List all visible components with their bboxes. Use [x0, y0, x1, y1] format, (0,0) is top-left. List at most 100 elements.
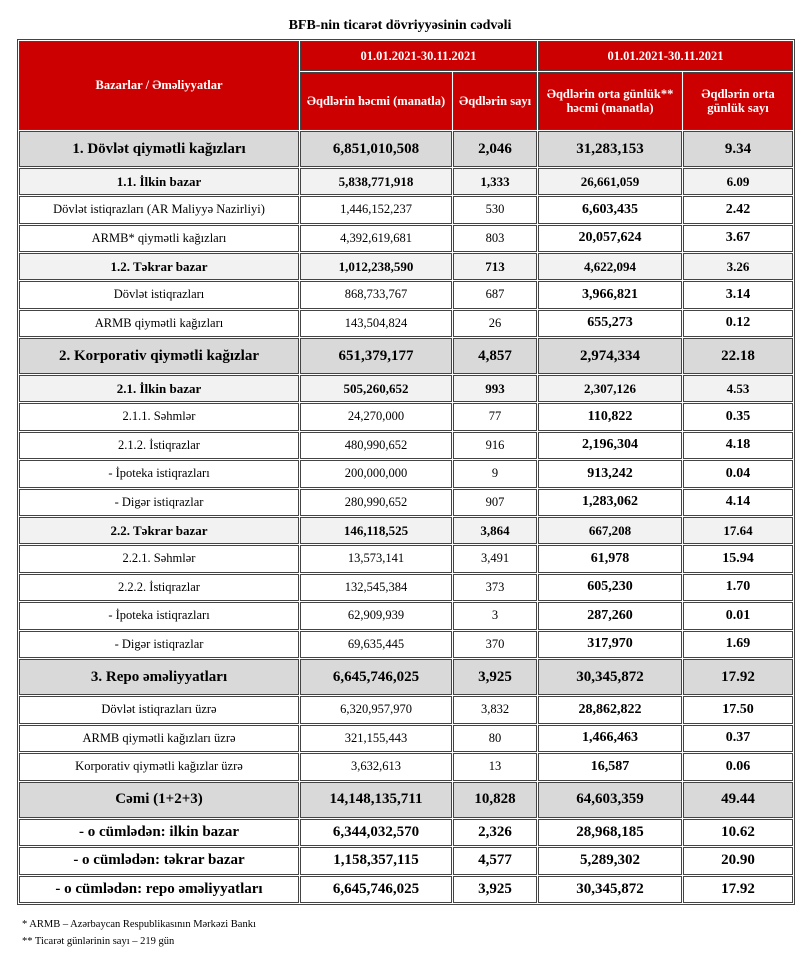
table-row: 1. Dövlət qiymətli kağızları 6,851,010,50… [19, 131, 794, 167]
table-row: 2.1.2. İstiqrazlar 480,990,652 916 2,196,30… [19, 431, 794, 459]
cell: 4.14 [683, 488, 794, 516]
cell: 4.53 [683, 375, 794, 402]
cell: 3 [453, 602, 538, 630]
table-row: 2.2. Təkrar bazar 146,118,525 3,864 667,208… [19, 517, 794, 544]
cell: 3.14 [683, 281, 794, 309]
cell: 28,862,822 [538, 696, 683, 724]
table-row: 1.1. İlkin bazar 5,838,771,918 1,333 26,661… [19, 168, 794, 195]
footnote: ** Ticarət günlərinin sayı – 219 gün [22, 936, 175, 947]
cell: 10.62 [683, 818, 794, 846]
cell: 26,661,059 [538, 168, 683, 195]
table-row: - Digər istiqrazlar 69,635,445 370 317,970 1… [19, 630, 794, 658]
cell: 370 [453, 630, 538, 658]
cell: 3,925 [453, 875, 538, 903]
row-label: 2.2.1. Səhmlər [19, 545, 299, 573]
cell: 64,603,359 [538, 781, 683, 818]
row-label: 1.2. Təkrar bazar [19, 253, 299, 280]
cell: 17.50 [683, 696, 794, 724]
cell: 655,273 [538, 309, 683, 337]
cell: 143,504,824 [300, 309, 452, 337]
cell: 3,925 [453, 659, 538, 695]
table-row: - o cümlədən: repo əməliyyatları 6,645,74… [19, 875, 794, 903]
cell: 24,270,000 [300, 403, 452, 431]
cell: 907 [453, 488, 538, 516]
row-label: - Digər istiqrazlar [19, 630, 299, 658]
cell: 4,857 [453, 338, 538, 374]
cell: 3.26 [683, 253, 794, 280]
cell: 4,392,619,681 [300, 224, 452, 252]
cell: 14,148,135,711 [300, 781, 452, 818]
row-label: - o cümlədən: repo əməliyyatları [19, 875, 299, 903]
cell: 6,603,435 [538, 196, 683, 224]
table-row: - o cümlədən: təkrar bazar 1,158,357,115 4… [19, 847, 794, 875]
cell: 2,974,334 [538, 338, 683, 374]
cell: 803 [453, 224, 538, 252]
column-header: Əqdlərin orta günlük sayı [683, 72, 794, 130]
row-label: Dövlət istiqrazları [19, 281, 299, 309]
cell: 687 [453, 281, 538, 309]
cell: 80 [453, 724, 538, 752]
cell: 22.18 [683, 338, 794, 374]
table-row: 2.1. İlkin bazar 505,260,652 993 2,307,126 4… [19, 375, 794, 402]
cell: 200,000,000 [300, 460, 452, 488]
row-label: 2.2.2. İstiqrazlar [19, 573, 299, 601]
cell: 13,573,141 [300, 545, 452, 573]
row-label: - o cümlədən: ilkin bazar [19, 818, 299, 846]
row-label: Cəmi (1+2+3) [19, 781, 299, 818]
row-label: 3. Repo əməliyyatları [19, 659, 299, 695]
cell: 0.04 [683, 460, 794, 488]
row-label: - İpoteka istiqrazları [19, 602, 299, 630]
table: Bazarlar / Əməliyyatlar 01.01.2021-30.11… [17, 39, 796, 905]
cell: 6,344,032,570 [300, 818, 452, 846]
cell: 5,838,771,918 [300, 168, 452, 195]
row-label: ARMB qiymətli kağızları [19, 309, 299, 337]
period-header: 01.01.2021-30.11.2021 [538, 41, 794, 71]
cell: 146,118,525 [300, 517, 452, 544]
period-header: 01.01.2021-30.11.2021 [300, 41, 538, 71]
cell: 2.42 [683, 196, 794, 224]
row-label: 2.2. Təkrar bazar [19, 517, 299, 544]
row-label: Dövlət istiqrazları (AR Maliyyə Nazirliy… [19, 196, 299, 224]
table-row: 2. Korporativ qiymətli kağızlar 651,379,1… [19, 338, 794, 374]
cell: 3,966,821 [538, 281, 683, 309]
cell: 505,260,652 [300, 375, 452, 402]
cell: 1,012,238,590 [300, 253, 452, 280]
cell: 16,587 [538, 753, 683, 781]
table-row: 2.2.1. Səhmlər 13,573,141 3,491 61,978 15.94 [19, 545, 794, 573]
table-row: 2.2.2. İstiqrazlar 132,545,384 373 605,230 1… [19, 573, 794, 601]
table-row: ARMB qiymətli kağızları üzrə 321,155,443 8… [19, 724, 794, 752]
cell: 713 [453, 253, 538, 280]
cell: 0.06 [683, 753, 794, 781]
cell: 4,577 [453, 847, 538, 875]
cell: 1.70 [683, 573, 794, 601]
cell: 530 [453, 196, 538, 224]
cell: 49.44 [683, 781, 794, 818]
cell: 4.18 [683, 431, 794, 459]
table-row: Dövlət istiqrazları (AR Maliyyə Nazirliy… [19, 196, 794, 224]
cell: 0.35 [683, 403, 794, 431]
row-label: ARMB qiymətli kağızları üzrə [19, 724, 299, 752]
row-label: - o cümlədən: təkrar bazar [19, 847, 299, 875]
cell: 69,635,445 [300, 630, 452, 658]
cell: 10,828 [453, 781, 538, 818]
cell: 30,345,872 [538, 659, 683, 695]
row-label: ARMB* qiymətli kağızları [19, 224, 299, 252]
cell: 26 [453, 309, 538, 337]
cell: 2,196,304 [538, 431, 683, 459]
cell: 1,466,463 [538, 724, 683, 752]
cell: 3,632,613 [300, 753, 452, 781]
table-row: - İpoteka istiqrazları 200,000,000 9 913,24… [19, 460, 794, 488]
cell: 3,832 [453, 696, 538, 724]
row-label: Dövlət istiqrazları üzrə [19, 696, 299, 724]
cell: 62,909,939 [300, 602, 452, 630]
cell: 110,822 [538, 403, 683, 431]
cell: 317,970 [538, 630, 683, 658]
cell: 17.64 [683, 517, 794, 544]
cell: 28,968,185 [538, 818, 683, 846]
row-label: 1. Dövlət qiymətli kağızları [19, 131, 299, 167]
cell: 1,333 [453, 168, 538, 195]
row-label: - İpoteka istiqrazları [19, 460, 299, 488]
table-row: - o cümlədən: ilkin bazar 6,344,032,570 2,… [19, 818, 794, 846]
cell: 2,046 [453, 131, 538, 167]
cell: 3,864 [453, 517, 538, 544]
